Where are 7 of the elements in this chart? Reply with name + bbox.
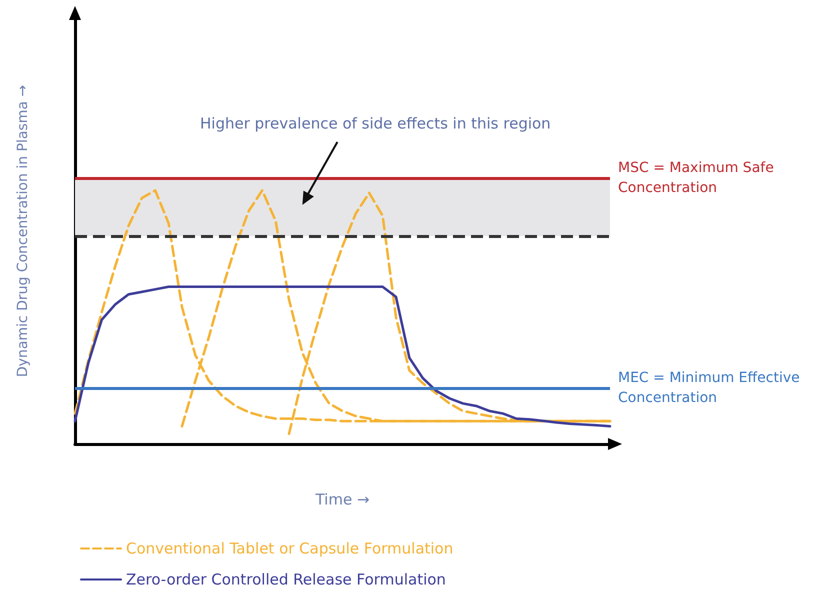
x-axis-title: Time → xyxy=(314,490,370,508)
ref-line-label: MSC = Maximum Safe Concentration xyxy=(618,160,778,196)
y-axis-title: Dynamic Drug Concentration in Plasma → xyxy=(15,84,31,378)
legend-label: Zero-order Controlled Release Formulation xyxy=(126,570,446,588)
legend-label: Conventional Tablet or Capsule Formulation xyxy=(126,540,454,558)
text: Higher prevalence of side effects in this region xyxy=(200,114,551,132)
ref-line-label: MEC = Minimum Effective Concentration xyxy=(618,370,804,406)
